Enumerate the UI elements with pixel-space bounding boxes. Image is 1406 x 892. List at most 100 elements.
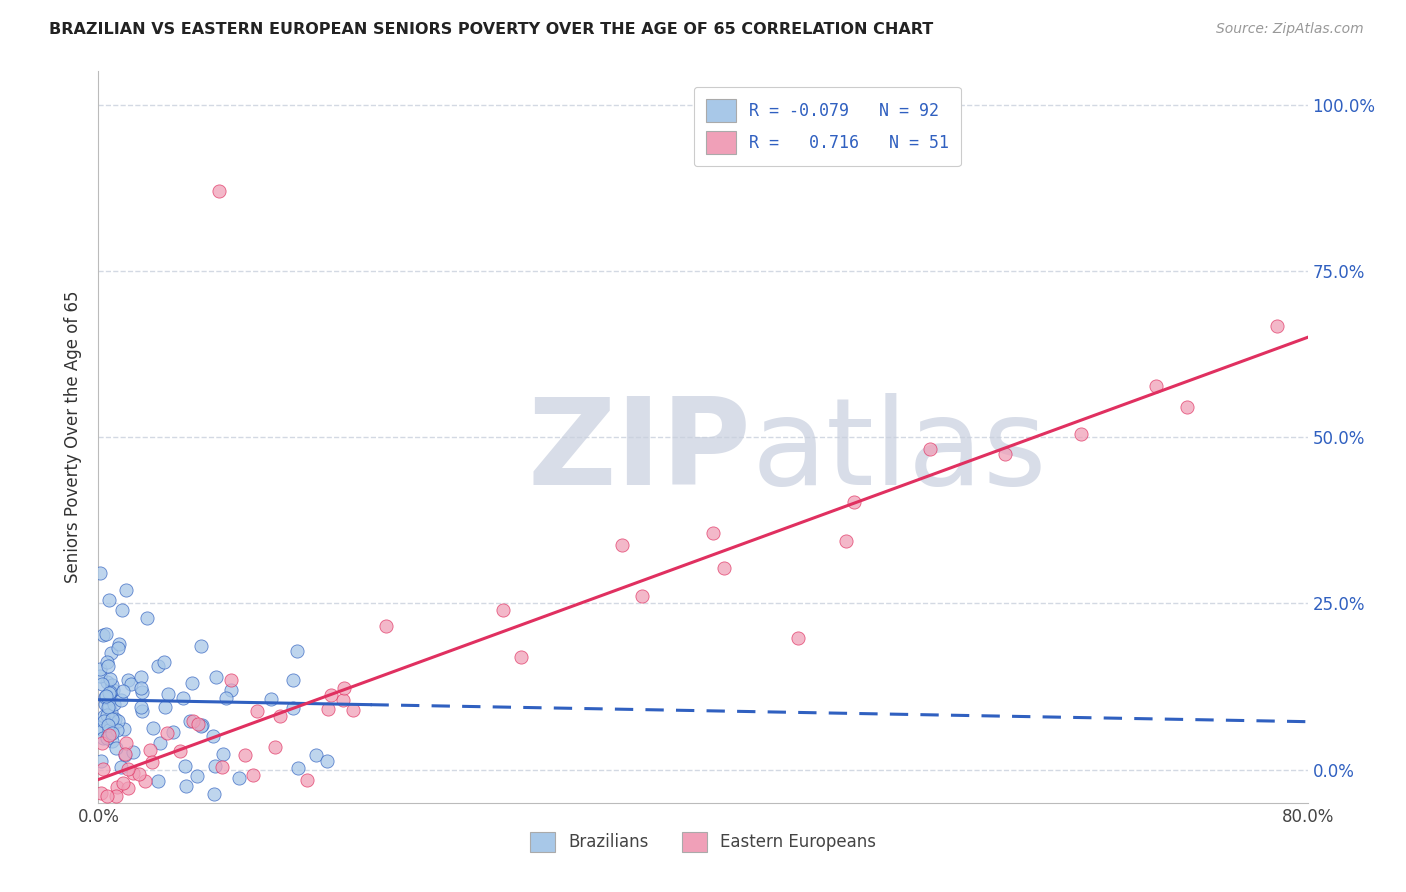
Point	[128, 767, 150, 781]
Point	[131, 670, 153, 684]
Point	[114, 736, 136, 750]
Text: Source: ZipAtlas.com: Source: ZipAtlas.com	[1216, 22, 1364, 37]
Point	[169, 743, 191, 757]
Point	[98, 672, 121, 686]
Point	[1070, 427, 1092, 442]
Point	[316, 754, 339, 768]
Point	[181, 714, 204, 728]
Point	[918, 442, 941, 457]
Point	[101, 726, 124, 740]
Point	[117, 780, 139, 795]
Point	[191, 718, 214, 732]
Point	[316, 701, 339, 715]
Point	[115, 582, 138, 597]
Point	[122, 765, 145, 780]
Point	[90, 785, 112, 799]
Point	[176, 779, 198, 793]
Point	[100, 646, 122, 660]
Point	[97, 593, 120, 607]
Point	[136, 611, 159, 625]
Point	[172, 690, 194, 705]
Point	[287, 761, 309, 775]
Point	[204, 758, 226, 772]
Point	[148, 774, 170, 789]
Point	[114, 747, 136, 762]
Point	[281, 701, 304, 715]
Point	[186, 769, 208, 783]
Point	[269, 708, 291, 723]
Point	[108, 637, 131, 651]
Point	[146, 659, 169, 673]
Point	[202, 729, 225, 743]
Point	[97, 686, 120, 700]
Point	[190, 639, 212, 653]
Point	[98, 699, 121, 714]
Text: ZIP: ZIP	[527, 393, 751, 510]
Point	[96, 655, 118, 669]
Point	[105, 723, 128, 737]
Point	[211, 759, 233, 773]
Point	[120, 677, 142, 691]
Point	[190, 718, 212, 732]
Point	[246, 704, 269, 718]
Point	[702, 526, 724, 541]
Point	[208, 184, 231, 198]
Point	[134, 774, 156, 789]
Point	[105, 780, 128, 794]
Point	[179, 714, 201, 728]
Point	[174, 759, 197, 773]
Point	[1267, 318, 1289, 333]
Point	[131, 685, 153, 699]
Point	[139, 743, 162, 757]
Point	[94, 690, 117, 704]
Point	[215, 691, 238, 706]
Point	[100, 715, 122, 730]
Point	[98, 691, 121, 706]
Point	[93, 697, 115, 711]
Point	[152, 655, 174, 669]
Point	[510, 649, 533, 664]
Point	[96, 789, 118, 804]
Point	[105, 789, 128, 804]
Point	[129, 681, 152, 695]
Point	[101, 712, 124, 726]
Point	[187, 716, 209, 731]
Point	[93, 708, 115, 723]
Point	[212, 747, 235, 761]
Point	[91, 762, 114, 776]
Legend: Brazilians, Eastern Europeans: Brazilians, Eastern Europeans	[522, 823, 884, 860]
Point	[93, 714, 115, 728]
Point	[98, 685, 121, 699]
Point	[305, 747, 328, 762]
Point	[97, 700, 120, 714]
Point	[101, 734, 124, 748]
Point	[202, 787, 225, 801]
Point	[156, 687, 179, 701]
Point	[111, 776, 134, 790]
Y-axis label: Seniors Poverty Over the Age of 65: Seniors Poverty Over the Age of 65	[65, 291, 83, 583]
Point	[221, 682, 243, 697]
Point	[91, 723, 114, 738]
Point	[242, 768, 264, 782]
Point	[142, 721, 165, 735]
Point	[96, 627, 118, 641]
Point	[297, 773, 319, 788]
Point	[260, 691, 283, 706]
Point	[96, 731, 118, 745]
Point	[630, 590, 652, 604]
Point	[101, 678, 124, 692]
Point	[110, 693, 132, 707]
Point	[107, 641, 129, 656]
Point	[91, 731, 114, 745]
Point	[101, 682, 124, 697]
Point	[100, 706, 122, 720]
Point	[285, 643, 308, 657]
Point	[844, 495, 866, 509]
Point	[104, 712, 127, 726]
Point	[129, 700, 152, 714]
Point	[105, 741, 128, 756]
Point	[114, 748, 136, 763]
Point	[162, 725, 184, 739]
Point	[96, 675, 118, 690]
Point	[141, 755, 163, 769]
